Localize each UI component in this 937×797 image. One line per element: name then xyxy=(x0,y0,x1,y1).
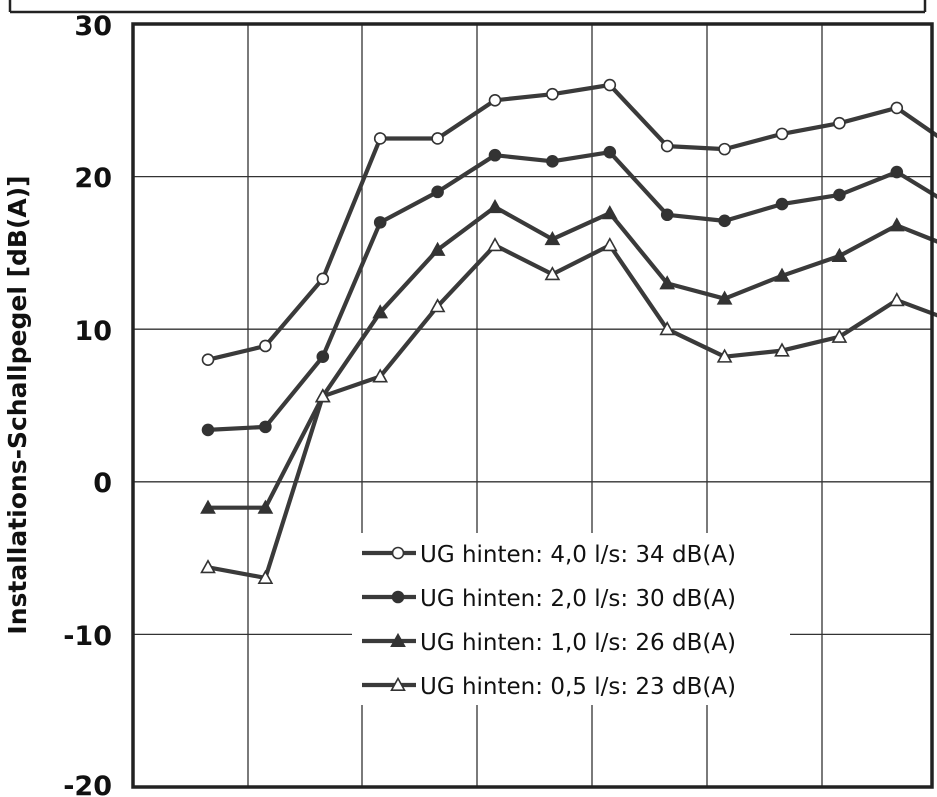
data-point xyxy=(718,142,731,156)
data-point xyxy=(603,145,617,159)
data-point xyxy=(429,241,446,256)
data-point xyxy=(200,559,216,574)
data-point xyxy=(488,94,502,107)
series-line xyxy=(207,243,937,581)
data-point xyxy=(888,292,905,307)
data-point xyxy=(544,266,561,281)
y-axis-label: Installations-Schallpegel [dB(A)] xyxy=(3,175,32,634)
series-line xyxy=(207,150,937,432)
data-point xyxy=(659,275,676,290)
series-line xyxy=(207,82,937,362)
plot-frame xyxy=(131,22,934,789)
y-tick-label: -10 xyxy=(63,621,112,652)
data-point xyxy=(259,339,272,353)
frame xyxy=(8,0,934,789)
data-point xyxy=(544,231,561,246)
series xyxy=(200,237,937,584)
data-point xyxy=(833,188,846,202)
data-point xyxy=(487,198,503,214)
y-tick-label: -20 xyxy=(63,771,112,797)
y-tick-label: 20 xyxy=(74,163,112,194)
data-point xyxy=(831,247,848,262)
legend-label: UG hinten: 0,5 l/s: 23 dB(A) xyxy=(420,674,736,700)
data-point xyxy=(890,101,904,115)
data-point xyxy=(201,423,215,437)
data-point xyxy=(488,148,502,162)
data-point xyxy=(660,139,674,153)
data-point xyxy=(373,132,387,145)
series xyxy=(201,145,937,437)
series-group xyxy=(200,78,937,584)
data-point xyxy=(316,350,330,363)
data-point xyxy=(601,205,618,220)
y-tick-label: 30 xyxy=(74,11,112,42)
data-point xyxy=(831,328,848,343)
data-point xyxy=(429,298,446,313)
data-point xyxy=(200,499,216,514)
data-point xyxy=(372,368,389,383)
data-point xyxy=(546,87,559,101)
data-point xyxy=(390,676,406,692)
data-point xyxy=(390,632,406,648)
legend-background xyxy=(352,533,790,705)
data-point xyxy=(716,290,733,305)
data-point xyxy=(890,165,904,179)
data-point xyxy=(601,237,618,252)
data-point xyxy=(660,208,674,222)
data-point xyxy=(314,388,331,403)
data-point xyxy=(257,499,274,514)
data-point xyxy=(774,267,790,282)
data-point xyxy=(259,420,272,434)
data-point xyxy=(775,127,789,141)
legend-label: UG hinten: 1,0 l/s: 26 dB(A) xyxy=(420,630,736,656)
legend: UG hinten: 4,0 l/s: 34 dB(A) UG hinten: … xyxy=(352,533,790,705)
data-point xyxy=(391,546,405,560)
data-point xyxy=(431,132,444,145)
data-point xyxy=(888,217,905,232)
data-point xyxy=(201,353,215,367)
data-point xyxy=(716,348,733,363)
data-point xyxy=(603,78,617,92)
data-point xyxy=(316,272,330,286)
data-point xyxy=(774,342,790,357)
grid xyxy=(133,24,932,787)
y-tick-label: 0 xyxy=(93,468,112,499)
y-tick-label: 10 xyxy=(74,316,112,347)
data-point xyxy=(431,185,444,199)
data-point xyxy=(372,304,389,319)
data-point xyxy=(718,214,731,228)
data-point xyxy=(257,569,274,584)
data-point xyxy=(373,216,387,229)
legend-label: UG hinten: 2,0 l/s: 30 dB(A) xyxy=(420,586,736,612)
data-point xyxy=(659,321,676,336)
series-line xyxy=(208,205,937,510)
data-point xyxy=(833,116,846,130)
series xyxy=(200,198,937,514)
data-point xyxy=(391,590,405,604)
y-tick-labels: 30 20 10 0 -10 -20 xyxy=(63,11,112,797)
series xyxy=(201,78,937,367)
data-point xyxy=(546,155,559,168)
data-point xyxy=(775,197,789,211)
data-point xyxy=(487,237,503,252)
legend-label: UG hinten: 4,0 l/s: 34 dB(A) xyxy=(420,542,736,568)
